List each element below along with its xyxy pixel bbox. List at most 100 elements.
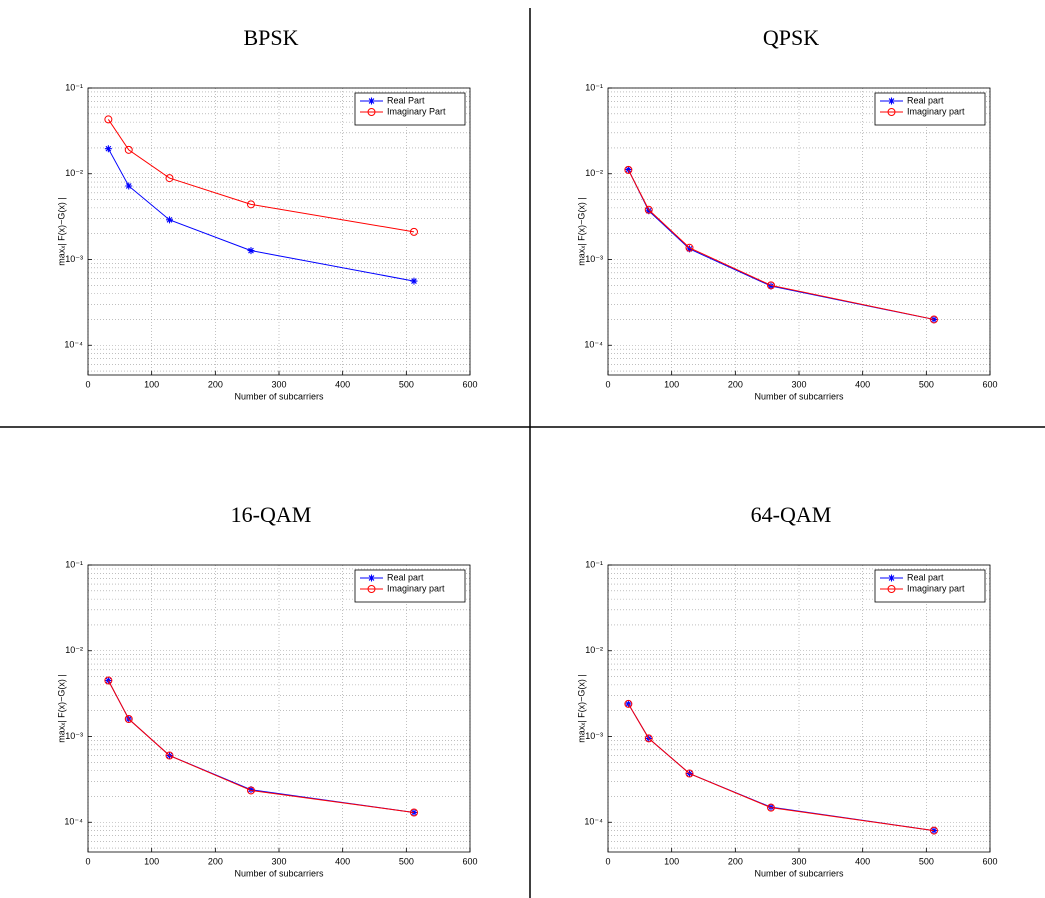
y-tick-label: 10⁻⁴ xyxy=(64,340,83,350)
subplot: 16-QAM 0 100 200 300 400 500 600 10⁻⁴ 10⁻³ 10⁻² 10⁻… xyxy=(56,502,477,878)
marker xyxy=(645,207,653,215)
marker xyxy=(624,166,632,174)
marker xyxy=(624,700,632,708)
marker xyxy=(929,315,938,324)
marker xyxy=(644,734,653,743)
marker xyxy=(685,769,694,778)
legend-marker xyxy=(887,585,896,593)
x-tick-label: 500 xyxy=(919,856,934,866)
x-tick-label: 300 xyxy=(271,379,286,389)
y-tick-label: 10⁻³ xyxy=(585,731,603,741)
x-tick-label: 600 xyxy=(982,856,997,866)
legend-label: Real part xyxy=(387,572,424,582)
y-tick-label: 10⁻¹ xyxy=(65,559,83,569)
plot-area xyxy=(608,565,990,852)
x-tick-label: 200 xyxy=(208,379,223,389)
subplot: 64-QAM 0 100 200 300 400 500 600 10⁻⁴ 10⁻³ 10⁻² 10⁻… xyxy=(576,502,997,878)
marker xyxy=(125,182,133,190)
legend-label: Real part xyxy=(907,95,944,105)
x-axis-label: Number of subcarriers xyxy=(234,391,324,401)
marker xyxy=(767,282,775,290)
marker xyxy=(165,174,174,183)
marker xyxy=(247,247,255,255)
marker xyxy=(929,826,938,835)
y-tick-label: 10⁻⁴ xyxy=(584,340,603,350)
axes-box xyxy=(87,564,471,853)
legend-marker xyxy=(367,585,376,593)
subplot: BPSK 0 100 200 300 400 500 600 10⁻⁴ 10⁻³ 10⁻² 10⁻¹ N… xyxy=(56,25,477,401)
y-axis-label: maxₓ| F(x)−G(x) | xyxy=(576,674,586,742)
legend-marker xyxy=(368,97,375,105)
y-tick-label: 10⁻² xyxy=(65,645,83,655)
y-tick-label: 10⁻² xyxy=(65,168,83,178)
legend-box xyxy=(874,92,986,126)
x-tick-label: 500 xyxy=(399,856,414,866)
marker xyxy=(165,751,174,760)
x-tick-label: 0 xyxy=(605,856,610,866)
marker xyxy=(104,145,112,153)
x-tick-label: 400 xyxy=(335,856,350,866)
x-axis-label: Number of subcarriers xyxy=(754,391,844,401)
x-tick-label: 200 xyxy=(728,379,743,389)
marker xyxy=(766,803,775,812)
x-tick-label: 400 xyxy=(855,379,870,389)
marker xyxy=(246,786,255,795)
x-tick-label: 100 xyxy=(664,856,679,866)
series-line xyxy=(627,703,935,832)
legend-marker xyxy=(887,108,896,116)
axes-box xyxy=(607,564,991,853)
axes-box xyxy=(607,87,991,376)
marker xyxy=(766,281,775,290)
y-axis-label: maxₓ| F(x)−G(x) | xyxy=(56,197,66,265)
marker xyxy=(685,243,694,252)
x-tick-label: 300 xyxy=(791,856,806,866)
marker xyxy=(104,115,113,124)
marker xyxy=(624,699,633,708)
y-tick-label: 10⁻³ xyxy=(585,254,603,264)
y-tick-label: 10⁻³ xyxy=(65,254,83,264)
marker xyxy=(124,145,133,154)
chart-title: BPSK xyxy=(243,25,298,50)
x-tick-label: 0 xyxy=(85,379,90,389)
marker xyxy=(685,245,693,253)
marker xyxy=(624,165,633,174)
y-tick-label: 10⁻¹ xyxy=(65,82,83,92)
y-axis-label: maxₓ| F(x)−G(x) | xyxy=(576,197,586,265)
x-tick-label: 500 xyxy=(399,379,414,389)
y-tick-label: 10⁻³ xyxy=(65,731,83,741)
marker xyxy=(104,676,113,685)
marker xyxy=(409,808,418,817)
x-tick-label: 100 xyxy=(144,379,159,389)
series-line xyxy=(107,680,415,813)
x-tick-label: 600 xyxy=(462,856,477,866)
series-line xyxy=(107,119,415,233)
marker xyxy=(644,205,653,214)
x-tick-label: 300 xyxy=(271,856,286,866)
legend-label: Real part xyxy=(907,572,944,582)
marker xyxy=(104,676,112,684)
subplot: QPSK 0 100 200 300 400 500 600 10⁻⁴ 10⁻³ 10⁻² 10⁻¹ N… xyxy=(576,25,997,401)
marker xyxy=(165,216,173,224)
x-tick-label: 0 xyxy=(605,379,610,389)
x-tick-label: 300 xyxy=(791,379,806,389)
x-tick-label: 0 xyxy=(85,856,90,866)
chart-title: 16-QAM xyxy=(231,502,312,527)
y-tick-label: 10⁻² xyxy=(585,645,603,655)
y-tick-label: 10⁻⁴ xyxy=(64,817,83,827)
legend-label: Imaginary part xyxy=(907,583,965,593)
x-tick-label: 400 xyxy=(855,856,870,866)
legend-marker xyxy=(368,574,375,582)
x-tick-label: 100 xyxy=(664,379,679,389)
legend-label: Imaginary part xyxy=(907,106,965,116)
legend-marker xyxy=(888,97,895,105)
x-tick-label: 600 xyxy=(462,379,477,389)
marker xyxy=(410,277,418,285)
plot-area xyxy=(88,565,470,852)
y-tick-label: 10⁻⁴ xyxy=(584,817,603,827)
y-tick-label: 10⁻¹ xyxy=(585,559,603,569)
chart-title: 64-QAM xyxy=(751,502,832,527)
x-axis-label: Number of subcarriers xyxy=(234,868,324,878)
x-axis-label: Number of subcarriers xyxy=(754,868,844,878)
marker xyxy=(124,715,133,724)
legend-label: Real Part xyxy=(387,95,425,105)
